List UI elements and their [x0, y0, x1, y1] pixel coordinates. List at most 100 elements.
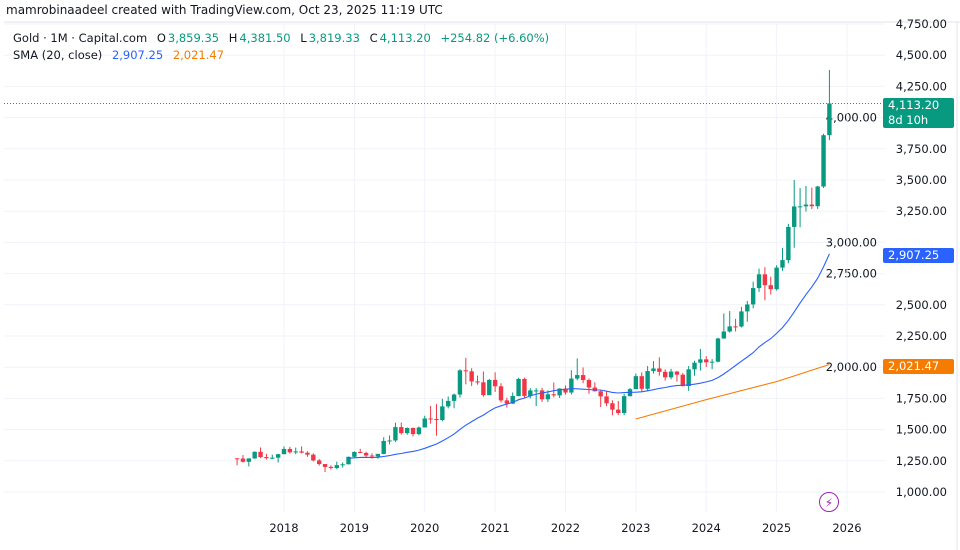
candle-down: [234, 458, 240, 460]
candle-up: [575, 375, 580, 379]
candle-down: [399, 427, 404, 434]
candle-down: [586, 380, 592, 388]
y-tick-label: 3,000.00: [826, 235, 877, 249]
candle-down: [469, 371, 474, 382]
x-tick-label: 2025: [762, 521, 791, 535]
close-label: C: [369, 31, 378, 45]
candle-up: [621, 396, 627, 414]
candle-down: [299, 451, 304, 453]
candle-down: [768, 285, 773, 290]
candle-up: [803, 204, 809, 207]
y-tick-label: 2,250.00: [896, 329, 947, 343]
candle-down: [463, 370, 469, 372]
y-tick-label: 3,500.00: [896, 173, 947, 187]
candle-up: [569, 378, 574, 393]
sma-value-2: 2,021.47: [172, 48, 225, 62]
candle-down: [498, 386, 504, 401]
candle-up: [334, 465, 339, 469]
x-tick-label: 2019: [340, 521, 369, 535]
candle-up: [756, 274, 762, 289]
candle-down: [704, 359, 709, 363]
open-label: O: [156, 31, 166, 45]
candle-up: [451, 394, 457, 401]
y-tick-label: 2,500.00: [896, 298, 947, 312]
lightning-icon[interactable]: ⚡: [819, 492, 839, 512]
ohlc-legend-row[interactable]: Gold · 1M · Capital.com O 3,859.35 H 4,381…: [13, 30, 549, 47]
candle-down: [311, 454, 316, 461]
candle-down: [598, 391, 603, 397]
symbol-name[interactable]: Gold · 1M · Capital.com: [13, 31, 148, 45]
y-tick-label: 3,250.00: [896, 204, 947, 218]
candle-up: [780, 260, 785, 268]
candle-up: [528, 390, 533, 396]
candle-down: [610, 403, 615, 410]
candle-down: [410, 427, 416, 435]
sma-legend-row[interactable]: SMA (20, close) 2,907.25 2,021.47: [13, 47, 549, 64]
candle-down: [639, 376, 644, 389]
candle-down: [580, 375, 586, 381]
candle-up: [797, 206, 803, 208]
candle-down: [492, 379, 498, 387]
candle-down: [674, 371, 680, 375]
candle-down: [369, 455, 375, 457]
candle-down: [592, 387, 598, 392]
candle-up: [709, 361, 715, 363]
candle-down: [475, 381, 480, 383]
candle-up: [721, 331, 727, 339]
candle-down: [809, 204, 815, 207]
y-tick-label: 2,750.00: [826, 267, 877, 281]
sma-line-2: [635, 363, 830, 420]
candle-up: [557, 388, 562, 396]
y-tick-label: 2,000.00: [826, 360, 877, 374]
candle-down: [240, 458, 246, 462]
last-price-label: 4,113.20 8d 10h: [883, 98, 954, 128]
y-tick-label: 3,750.00: [896, 142, 947, 156]
y-tick-label: 1,500.00: [896, 423, 947, 437]
candle-up: [739, 311, 744, 327]
candle-up: [387, 440, 392, 442]
change-value: +254.82 (+6.60%): [440, 31, 550, 45]
high-label: H: [228, 31, 238, 45]
candle-up: [270, 457, 275, 459]
candle-up: [786, 226, 791, 261]
candle-down: [428, 418, 433, 420]
candle-down: [504, 400, 510, 404]
candle-up: [440, 406, 445, 420]
bar-countdown: 8d 10h: [888, 113, 929, 127]
y-tick-label: 4,000.00: [826, 111, 877, 125]
y-tick-label: 1,250.00: [896, 454, 947, 468]
y-tick-label: 4,500.00: [896, 48, 947, 62]
candle-down: [287, 448, 293, 453]
candle-down: [539, 390, 545, 400]
candle-up: [510, 396, 515, 404]
candle-up: [293, 451, 298, 453]
candle-down: [328, 466, 334, 469]
candle-up: [745, 304, 750, 312]
x-tick-label: 2022: [551, 521, 580, 535]
sma-label[interactable]: SMA (20, close): [13, 48, 103, 62]
sma1-price-label: 2,907.25: [883, 248, 954, 263]
candle-down: [316, 460, 322, 465]
candle-up: [651, 368, 656, 372]
y-tick-label: 1,750.00: [896, 391, 947, 405]
candle-up: [457, 370, 463, 395]
x-tick-label: 2024: [692, 521, 721, 535]
candle-down: [680, 374, 685, 387]
candle-up: [533, 390, 539, 392]
sma-line-1: [348, 253, 830, 459]
candle-up: [645, 371, 650, 389]
candle-up: [375, 453, 381, 457]
candle-down: [662, 371, 668, 378]
low-label: L: [300, 31, 307, 45]
open-value: 3,859.35: [167, 31, 220, 45]
candle-up: [352, 451, 357, 457]
candle-up: [252, 451, 257, 459]
candle-up: [750, 288, 756, 305]
x-tick-label: 2018: [269, 521, 298, 535]
candle-up: [686, 369, 691, 387]
candle-down: [563, 388, 568, 393]
candle-up: [633, 376, 639, 390]
sma2-price-label: 2,021.47: [883, 359, 954, 374]
candle-down: [322, 464, 328, 467]
